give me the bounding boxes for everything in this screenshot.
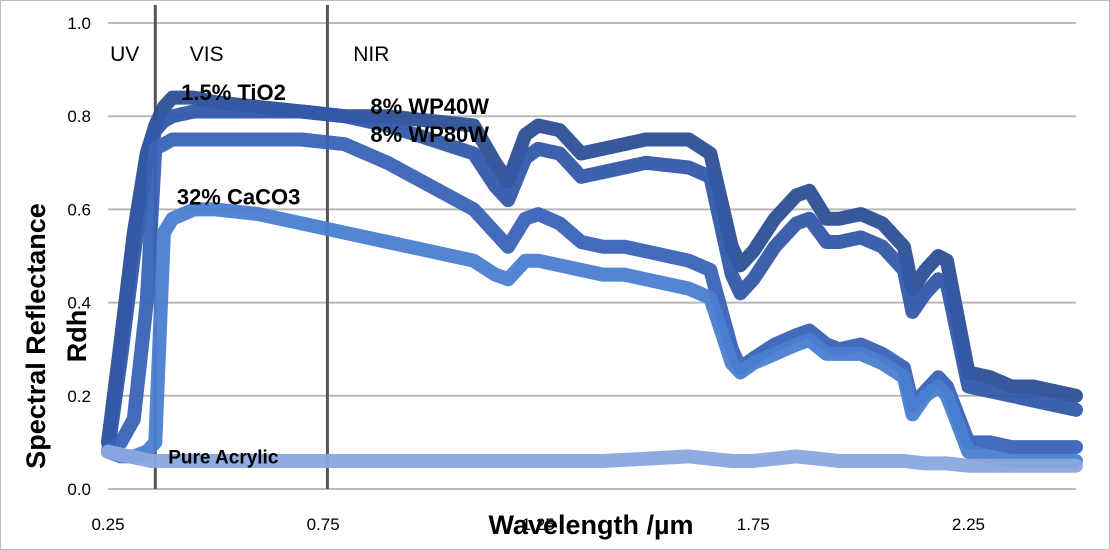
x-tick-labels: 0.25 0.75 1.25 1.75 2.25	[91, 515, 985, 534]
y-tick-label-4: 0.8	[67, 107, 91, 126]
region-label-1: VIS	[190, 43, 224, 66]
series-line-0	[101, 90, 1083, 450]
series-annotation-0: 1.5% TiO2	[181, 80, 286, 105]
y-axis-title-line2: Rdh	[62, 310, 92, 362]
x-tick-label-1: 0.75	[307, 515, 340, 534]
x-tick-label-0: 0.25	[91, 515, 124, 534]
y-tick-label-5: 1.0	[67, 14, 91, 33]
y-tick-label-2: 0.4	[67, 294, 91, 313]
region-label-0: UV	[110, 43, 139, 66]
series-annotation-4: Pure Acrylic	[168, 447, 279, 468]
y-tick-labels: 0.0 0.2 0.4 0.6 0.8 1.0	[67, 14, 91, 499]
y-tick-label-0: 0.0	[67, 480, 91, 499]
series-annotations: 1.5% TiO2 8% WP40W 8% WP80W 32% CaCO3 Pure A…	[168, 80, 489, 468]
region-label-2: NIR	[353, 43, 389, 66]
series-layer	[101, 90, 1083, 473]
region-labels: UV VIS NIR	[110, 43, 389, 66]
series-annotation-1: 8% WP40W	[370, 94, 489, 119]
region-boundaries	[153, 5, 329, 489]
x-tick-label-3: 1.75	[737, 515, 770, 534]
y-tick-label-3: 0.6	[67, 200, 91, 219]
x-axis-title: Wavelength /µm	[488, 510, 693, 540]
series-annotation-2: 8% WP80W	[370, 122, 489, 147]
series-line-1	[101, 104, 1083, 459]
x-tick-label-2: 1.25	[522, 515, 555, 534]
series-annotation-3: 32% CaCO3	[177, 185, 301, 210]
y-tick-label-1: 0.2	[67, 387, 91, 406]
series-line-3	[101, 202, 1083, 468]
x-tick-label-4: 2.25	[952, 515, 985, 534]
y-axis-title: Spectral Reflectance	[21, 203, 51, 469]
series-line-4	[101, 444, 1083, 473]
